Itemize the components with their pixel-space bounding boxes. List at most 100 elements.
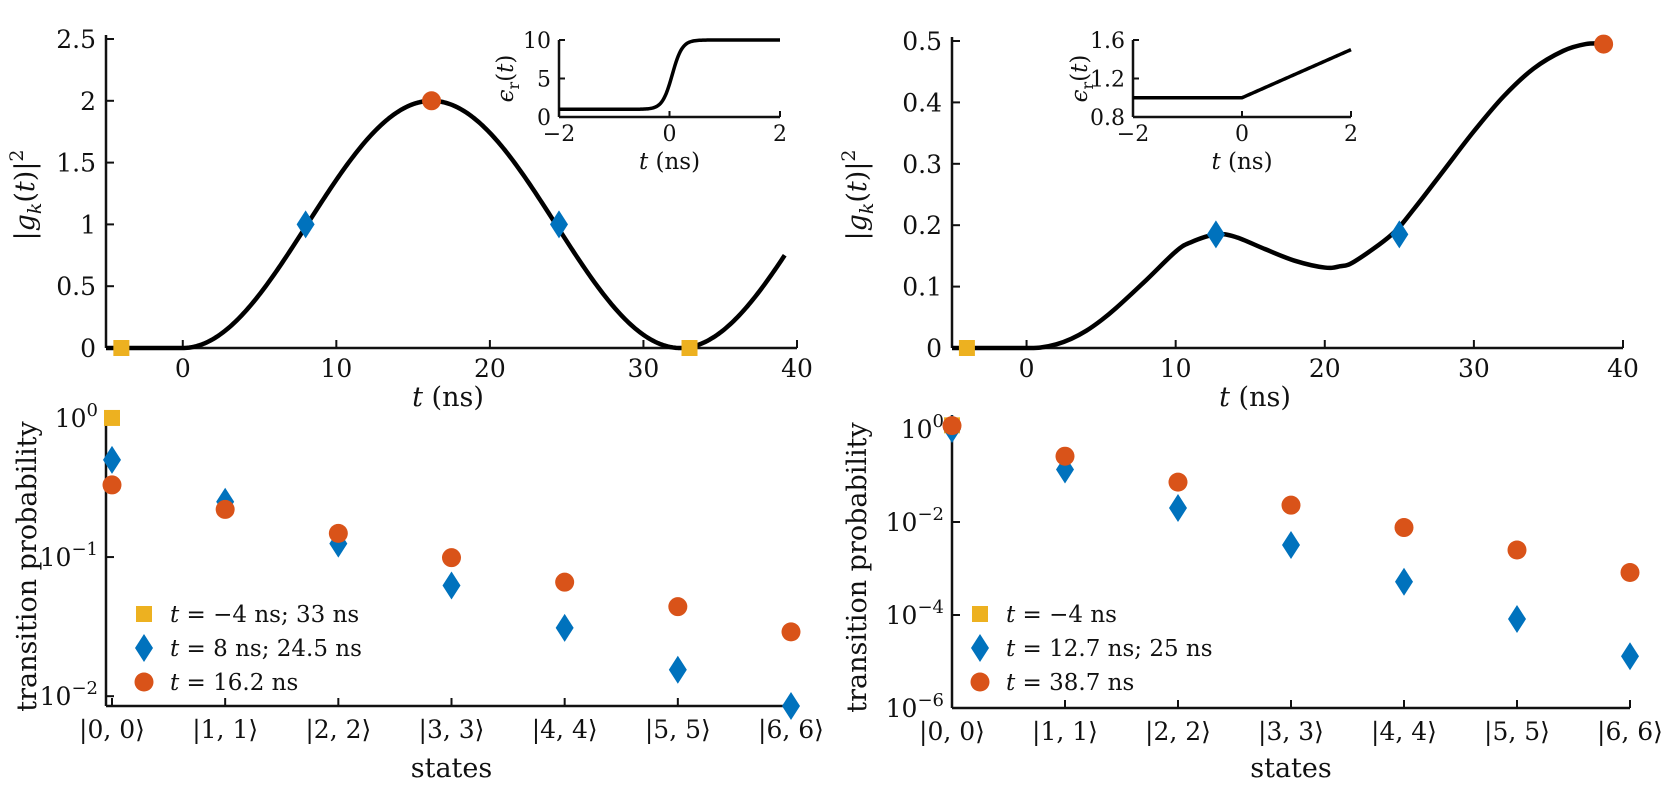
br-circle-point — [1394, 518, 1414, 538]
bl-x-tick-label: |5, 5⟩ — [645, 715, 711, 745]
br-x-tick-label: |5, 5⟩ — [1484, 717, 1550, 747]
br-legend-square — [972, 606, 988, 622]
br-diamond-point — [1169, 494, 1187, 523]
tl-circle-marker — [422, 91, 442, 111]
tr-square-marker — [958, 340, 975, 356]
tl-x-tick-label: 40 — [781, 354, 813, 383]
bl-y-label: transition probability — [12, 420, 43, 711]
tl-y-tick-label: 1 — [80, 210, 96, 239]
tl-diamond-marker — [549, 210, 568, 239]
tr-x-tick-label: 0 — [1019, 354, 1035, 383]
tr-y-tick-label: 0.3 — [902, 150, 942, 179]
tr-y-tick-label: 0.5 — [902, 27, 942, 56]
br-x-tick-label: |0, 0⟩ — [919, 717, 985, 747]
tr-inset-y-tick-label: 1.2 — [1090, 68, 1125, 93]
tl-x-tick-label: 20 — [474, 354, 506, 383]
bl-x-tick-label: |4, 4⟩ — [532, 715, 598, 745]
tr-y-tick-label: 0.1 — [902, 273, 942, 302]
tl-inset-y-label: ϵr(t) — [493, 55, 523, 103]
tl-square-marker — [681, 340, 698, 356]
br-y-tick-label: 10−2 — [886, 504, 944, 537]
bl-y-tick-label: 100 — [55, 400, 98, 433]
bl-legend-label: t = −4 ns; 33 ns — [170, 602, 359, 628]
tl-inset-curve — [559, 38, 780, 112]
bl-legend-label: t = 16.2 ns — [170, 670, 298, 696]
tr-y-tick-label: 0.2 — [902, 211, 942, 240]
bl-circle-point — [328, 523, 348, 543]
br-circle-point — [1168, 472, 1188, 492]
bl-circle-point — [555, 572, 575, 592]
bl-diamond-point — [782, 692, 800, 720]
br-circle-point — [1055, 446, 1075, 466]
tr-inset-curve — [1133, 48, 1352, 100]
tr-y-label: |gk(t)|2 — [838, 149, 878, 240]
bl-y-tick-label: 10−2 — [40, 678, 98, 711]
bl-legend-circle — [134, 672, 154, 692]
tr-circle-marker — [1594, 34, 1614, 54]
tl-inset-y-tick-label: 0 — [537, 106, 551, 131]
tl-x-label: t (ns) — [412, 382, 484, 413]
tr-curve — [952, 41, 1604, 351]
tr-x-tick-label: 20 — [1309, 354, 1341, 383]
br-circle-point — [1620, 563, 1640, 583]
br-y-label: transition probability — [842, 421, 873, 712]
tr-y-tick-label: 0.4 — [902, 88, 942, 117]
tr-diamond-marker — [1390, 220, 1409, 249]
tr-inset-x-tick-label: 2 — [1344, 122, 1358, 147]
br-legend-label: t = −4 ns — [1006, 602, 1117, 628]
tr-inset-y-label: ϵr(t) — [1067, 55, 1097, 103]
tl-inset-x-tick-label: −2 — [543, 122, 575, 147]
br-x-label: states — [1250, 753, 1332, 784]
bl-circle-point — [668, 597, 688, 617]
tl-y-tick-label: 2 — [80, 87, 96, 116]
tr-diamond-marker — [1206, 220, 1225, 249]
br-x-tick-label: |6, 6⟩ — [1597, 717, 1662, 747]
bl-circle-point — [215, 499, 235, 519]
bl-x-tick-label: |0, 0⟩ — [79, 715, 145, 745]
br-x-tick-label: |4, 4⟩ — [1371, 717, 1437, 747]
br-circle-point — [1507, 540, 1527, 560]
tl-inset-y-tick-label: 5 — [537, 68, 551, 93]
bl-x-tick-label: |3, 3⟩ — [419, 715, 485, 745]
br-circle-point — [1281, 495, 1301, 515]
tl-x-tick-label: 10 — [320, 354, 352, 383]
br-legend-diamond — [971, 634, 989, 662]
bl-x-tick-label: |2, 2⟩ — [305, 715, 371, 745]
br-x-tick-label: |2, 2⟩ — [1145, 717, 1211, 747]
tr-x-tick-label: 30 — [1458, 354, 1490, 383]
tl-inset-y-tick-label: 10 — [523, 29, 551, 54]
bl-legend-square — [136, 606, 152, 622]
bl-y-tick-label: 10−1 — [40, 539, 98, 572]
tl-inset-x-tick-label: 2 — [773, 122, 787, 147]
bl-diamond-point — [442, 571, 461, 600]
br-legend-label: t = 12.7 ns; 25 ns — [1006, 636, 1213, 662]
br-x-tick-label: |1, 1⟩ — [1032, 717, 1098, 747]
bl-diamond-point — [555, 613, 574, 642]
tr-x-label: t (ns) — [1219, 382, 1291, 413]
bl-x-label: states — [411, 753, 493, 784]
bl-legend-diamond — [135, 634, 153, 662]
bl-circle-point — [442, 548, 461, 568]
bl-legend-label: t = 8 ns; 24.5 ns — [170, 636, 362, 662]
br-legend-label: t = 38.7 ns — [1006, 670, 1134, 696]
tr-inset-y-tick-label: 1.6 — [1090, 29, 1125, 54]
tl-inset-x-tick-label: 0 — [663, 122, 677, 147]
tr-inset-x-tick-label: −2 — [1117, 122, 1149, 147]
tl-curve — [105, 98, 787, 351]
tr-x-tick-label: 10 — [1160, 354, 1192, 383]
br-legend-circle — [970, 672, 990, 692]
bl-square-point — [104, 409, 120, 426]
tr-inset-x-label: t (ns) — [1211, 149, 1272, 175]
br-circle-point — [942, 416, 962, 436]
tr-inset-x-tick-label: 0 — [1235, 122, 1249, 147]
br-diamond-point — [1508, 605, 1526, 634]
tl-x-tick-label: 0 — [175, 354, 191, 383]
tl-diamond-marker — [296, 210, 315, 239]
br-diamond-point — [1395, 567, 1413, 596]
tl-inset-x-label: t (ns) — [639, 149, 700, 175]
br-y-tick-label: 100 — [901, 411, 944, 444]
tl-y-tick-label: 0 — [80, 334, 96, 363]
tr-inset-y-tick-label: 0.8 — [1090, 106, 1125, 131]
tr-y-tick-label: 0 — [926, 334, 942, 363]
